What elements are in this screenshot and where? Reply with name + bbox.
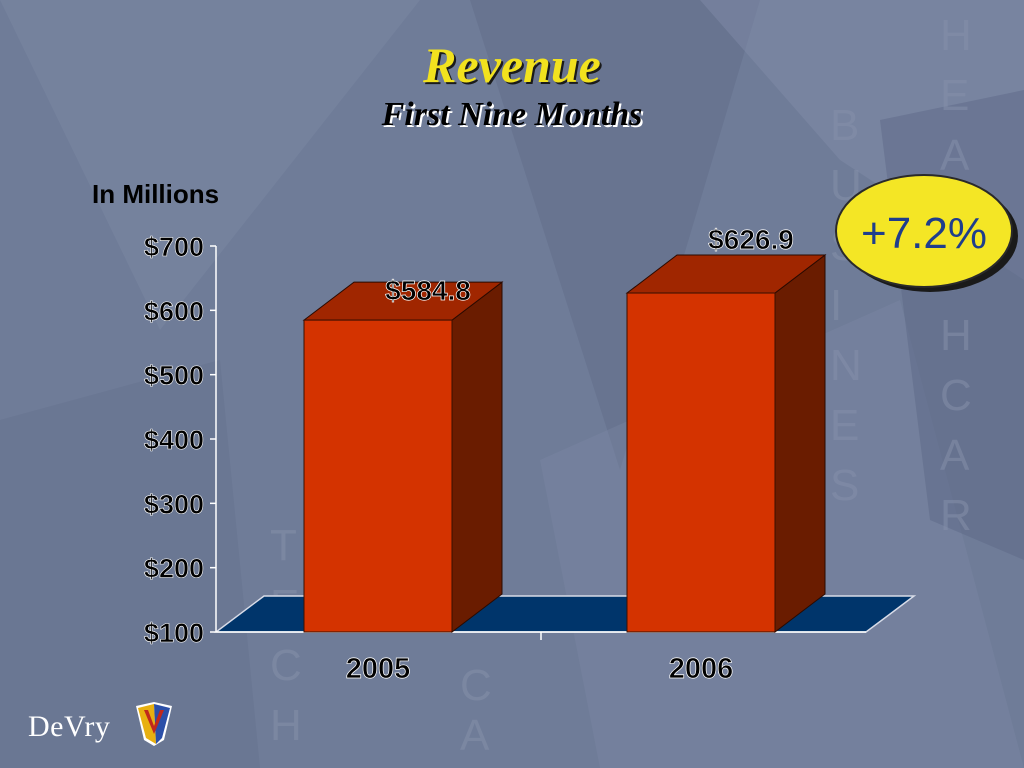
y-axis-label: In Millions xyxy=(92,179,219,209)
y-tick-label: $400 xyxy=(144,425,204,455)
growth-badge-label: +7.2% xyxy=(861,209,987,258)
bar-front-face xyxy=(303,319,453,633)
bar-side-face xyxy=(774,254,826,634)
svg-text:E: E xyxy=(940,71,969,120)
svg-text:B: B xyxy=(830,101,859,150)
y-tick-label: $700 xyxy=(144,232,204,262)
brand-logo-text: DeVry xyxy=(28,710,111,743)
slide-subtitle: First Nine Months xyxy=(381,96,643,133)
bar-side-face xyxy=(451,281,503,634)
bar-2005 xyxy=(302,281,504,634)
svg-text:R: R xyxy=(940,491,972,540)
bar-data-label: $584.8 xyxy=(385,275,471,306)
bar-data-label: $626.9 xyxy=(708,224,794,255)
y-tick-label: $300 xyxy=(144,489,204,519)
bar-front-face xyxy=(626,292,776,633)
x-tick-label: 2006 xyxy=(669,653,734,685)
svg-text:C: C xyxy=(940,371,972,420)
svg-text:I: I xyxy=(830,281,842,330)
svg-text:H: H xyxy=(940,311,972,360)
slide-title: Revenue xyxy=(423,37,601,93)
devry-shield-icon xyxy=(136,702,172,746)
svg-text:S: S xyxy=(830,461,859,510)
svg-text:E: E xyxy=(830,401,859,450)
svg-text:A: A xyxy=(940,431,970,480)
svg-text:A: A xyxy=(460,711,490,760)
svg-text:A: A xyxy=(940,131,970,180)
x-tick-label: 2005 xyxy=(346,653,411,685)
bar-2006 xyxy=(625,254,827,634)
y-tick-label: $200 xyxy=(144,554,204,584)
growth-badge: +7.2% xyxy=(835,174,1018,292)
y-tick-label: $600 xyxy=(144,296,204,326)
svg-text:H: H xyxy=(270,701,302,750)
svg-text:C: C xyxy=(270,641,302,690)
svg-text:H: H xyxy=(940,11,972,60)
y-tick-label: $500 xyxy=(144,361,204,391)
y-tick-label: $100 xyxy=(144,618,204,648)
svg-text:N: N xyxy=(830,341,862,390)
svg-text:T: T xyxy=(270,521,297,570)
svg-text:C: C xyxy=(460,661,492,710)
